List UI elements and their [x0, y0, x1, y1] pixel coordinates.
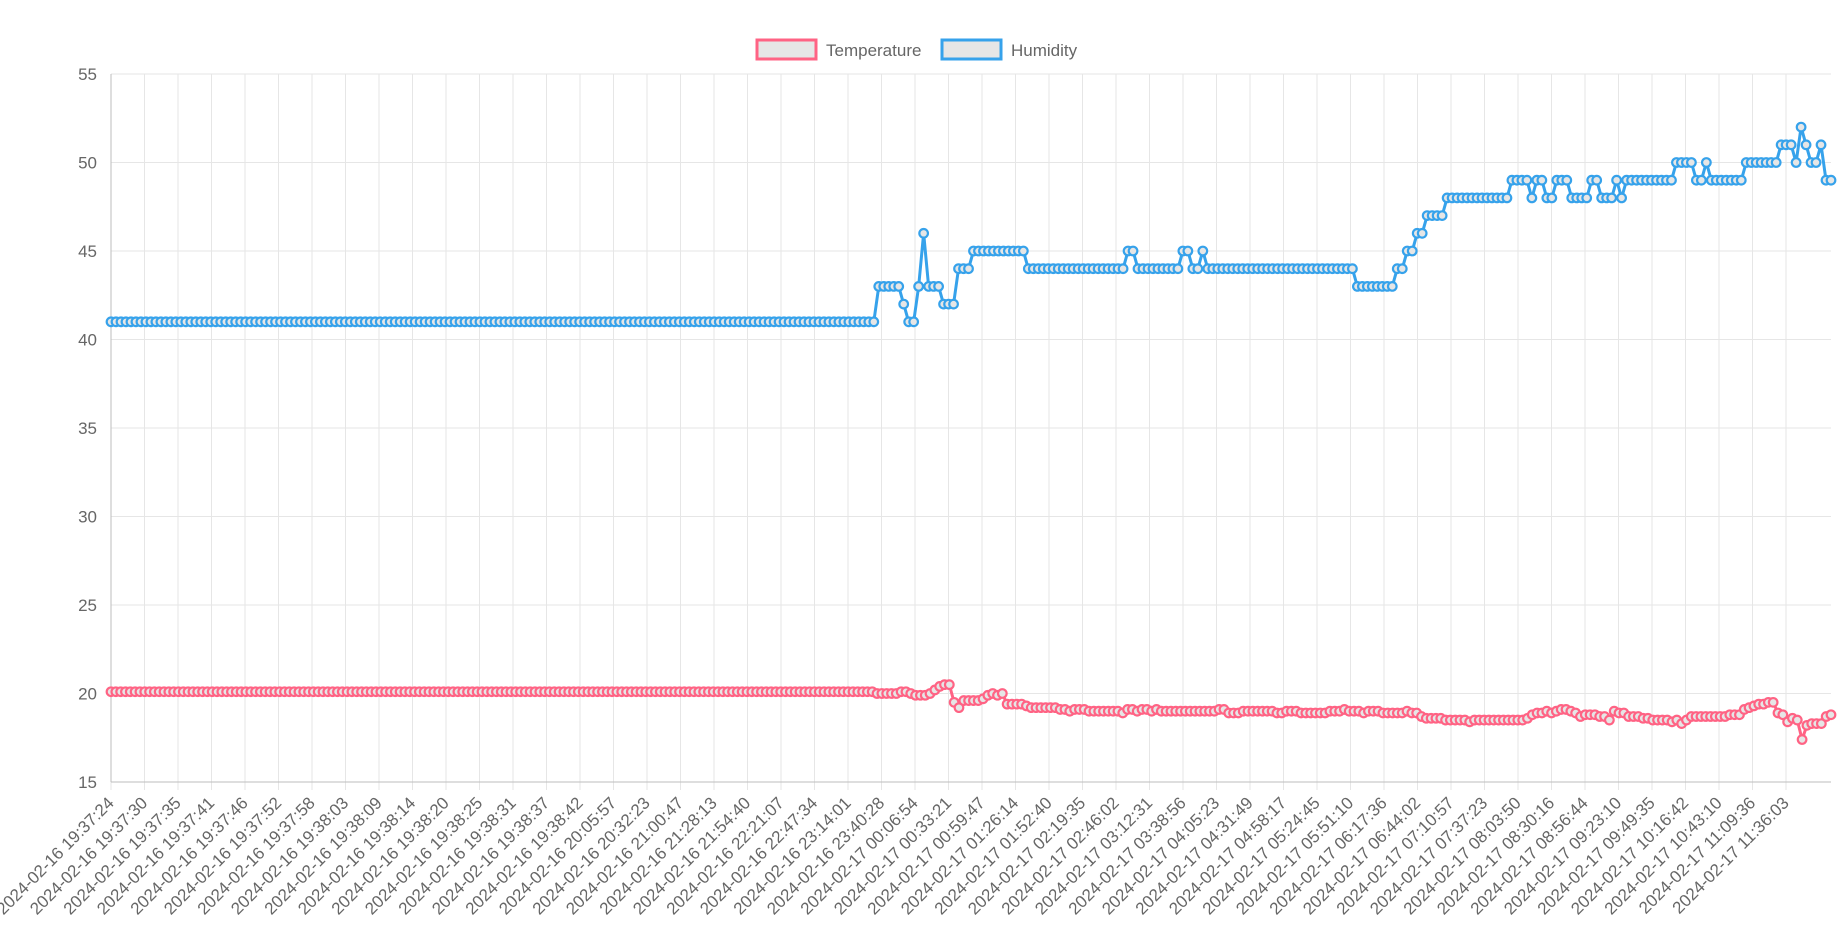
- data-point: [943, 679, 955, 691]
- axes: [110, 74, 1831, 783]
- legend-swatch: [940, 38, 1003, 61]
- data-point: [1501, 192, 1513, 204]
- data-point: [948, 298, 959, 310]
- data-point: [1406, 245, 1418, 257]
- data-point: [1197, 245, 1209, 257]
- data-point: [1192, 263, 1204, 275]
- data-point: [963, 263, 974, 275]
- data-point: [913, 281, 925, 292]
- data-point: [1536, 174, 1548, 186]
- data-point: [1561, 174, 1573, 186]
- series-layer: [105, 121, 1837, 745]
- data-point: [933, 281, 944, 292]
- y-tick-label: 45: [78, 242, 97, 261]
- data-point: [1825, 174, 1837, 186]
- y-tick-label: 50: [78, 154, 97, 173]
- data-point: [893, 281, 905, 292]
- data-point: [898, 298, 910, 310]
- data-point: [1686, 157, 1697, 168]
- legend-item-temperature[interactable]: Temperature: [755, 38, 921, 61]
- y-gridlines: [111, 73, 1831, 783]
- data-point: [1785, 139, 1797, 151]
- data-point: [1546, 192, 1558, 204]
- data-point: [1611, 174, 1623, 186]
- y-tick-label: 25: [78, 596, 97, 615]
- data-point: [868, 316, 880, 328]
- data-point: [1777, 709, 1789, 721]
- data-point: [908, 316, 920, 328]
- y-tick-label: 40: [78, 331, 97, 350]
- y-tick-label: 55: [78, 65, 97, 84]
- data-point: [1815, 718, 1827, 729]
- data-point: [1436, 210, 1448, 222]
- data-point: [1666, 174, 1677, 186]
- data-point: [1182, 245, 1194, 257]
- data-point: [1172, 263, 1184, 275]
- data-point: [1526, 192, 1538, 204]
- data-point: [1017, 245, 1029, 257]
- legend-label: Temperature: [826, 41, 921, 60]
- data-point: [1735, 174, 1747, 186]
- series-line-humidity: [111, 125, 1831, 324]
- data-point: [1591, 174, 1603, 186]
- y-tick-label: 15: [78, 773, 97, 792]
- data-point: [1521, 174, 1533, 186]
- data-point: [1767, 696, 1779, 708]
- data-point: [1386, 281, 1398, 292]
- data-point: [918, 227, 930, 239]
- data-point: [953, 702, 965, 714]
- data-point: [1800, 139, 1812, 151]
- data-point: [1396, 263, 1408, 275]
- data-point: [1790, 157, 1802, 168]
- data-point: [1346, 263, 1358, 275]
- data-point: [1616, 192, 1628, 204]
- series-temperature: [105, 679, 1837, 745]
- y-tick-label: 20: [78, 685, 97, 704]
- data-point: [1416, 227, 1428, 239]
- data-point: [1603, 714, 1615, 726]
- x-gridlines: [110, 74, 1787, 790]
- data-point: [1117, 263, 1129, 275]
- data-point: [1825, 709, 1837, 721]
- data-point: [1791, 714, 1803, 726]
- series-humidity: [105, 121, 1837, 328]
- legend-item-humidity[interactable]: Humidity: [940, 38, 1078, 61]
- data-point: [1810, 157, 1822, 168]
- legend-swatch: [755, 38, 818, 61]
- data-point: [1581, 192, 1593, 204]
- data-point: [1695, 174, 1707, 186]
- y-tick-labels: 15 20 25 30 35 40 45 50 55: [78, 65, 97, 792]
- data-point: [1795, 121, 1807, 133]
- data-point: [1606, 192, 1618, 204]
- y-tick-label: 30: [78, 508, 97, 527]
- data-point: [1127, 245, 1139, 257]
- data-point: [1700, 157, 1712, 168]
- data-point: [1815, 139, 1827, 151]
- data-point: [1770, 157, 1782, 168]
- legend[interactable]: Temperature Humidity: [755, 38, 1078, 61]
- data-point: [1796, 734, 1808, 745]
- y-tick-label: 35: [78, 419, 97, 438]
- legend-label: Humidity: [1011, 41, 1078, 60]
- data-point: [996, 688, 1008, 699]
